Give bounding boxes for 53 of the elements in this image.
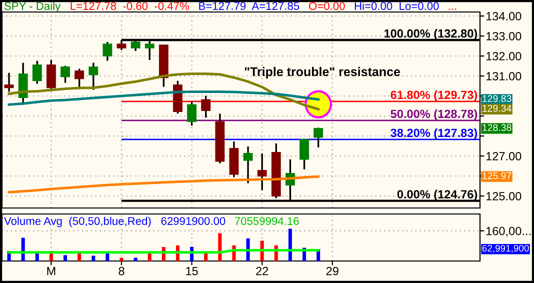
y-tick-label: 134.00	[486, 12, 522, 20]
candlestick	[18, 62, 28, 106]
text: 62,991,900	[482, 244, 529, 253]
text: Hi=0.00 Lo=0.00	[354, 2, 439, 10]
x-tick-label: 29	[326, 266, 338, 276]
bar	[120, 258, 124, 261]
ref-line-label: 0.00% (124.76)	[397, 190, 478, 201]
candlestick	[4, 72, 14, 93]
text: B=127.79 A=127.85	[199, 2, 300, 10]
bar	[134, 258, 138, 261]
annotation: 129.83	[482, 95, 512, 102]
bar	[288, 228, 292, 261]
chart-title: Volume Avg (50,50,blue,Red)	[4, 216, 151, 228]
candlestick	[74, 68, 84, 89]
candlestick	[314, 126, 324, 148]
bar	[92, 256, 96, 261]
ref-line-label: 61.80% (129.73)	[390, 90, 478, 102]
candlestick	[88, 62, 98, 91]
candlestick	[32, 60, 42, 85]
ref-line-label: 100.00% (132.80)	[384, 28, 478, 40]
candlestick	[46, 58, 56, 91]
text: L=127.78 -0.60 -0.47%	[70, 2, 190, 10]
x-tick-label: 8	[118, 266, 124, 276]
bar	[218, 233, 222, 261]
annotation: 70559994.16	[234, 217, 299, 225]
annotation: 62991900.00	[161, 217, 226, 225]
y-tick-label: 127.00	[486, 152, 522, 160]
text: O=0.00	[309, 2, 345, 10]
annotation: 128.38	[482, 124, 512, 132]
x-tick-label: 22	[256, 266, 268, 276]
x-tick-label: 15	[186, 266, 198, 276]
bar	[64, 255, 68, 261]
candlestick	[257, 152, 267, 192]
text: ...	[448, 8, 456, 10]
y-tick-label: 131.00	[486, 72, 522, 80]
candlestick	[243, 146, 253, 184]
ref-line-label: 50.00% (128.78)	[390, 109, 478, 120]
ref-line-label: 38.20% (127.83)	[390, 128, 478, 140]
annotation: "Triple trouble" resistance	[244, 66, 400, 79]
candlestick	[201, 94, 211, 118]
y-tick-label: 133.00	[486, 32, 522, 40]
y-tick-label: 125.00	[486, 192, 522, 200]
candlestick	[102, 41, 112, 62]
bar	[35, 253, 39, 261]
candlestick	[187, 100, 196, 126]
y-tick-label: 160,00...	[486, 226, 530, 237]
chart-title: SPY - Daily	[4, 2, 61, 12]
candlestick	[60, 64, 70, 84]
y-tick-label: 132.00	[486, 52, 522, 60]
candlestick	[300, 138, 309, 170]
annotation: 129.34	[482, 104, 512, 112]
x-tick-label: M	[47, 266, 56, 276]
annotation: 125.97	[482, 172, 512, 180]
